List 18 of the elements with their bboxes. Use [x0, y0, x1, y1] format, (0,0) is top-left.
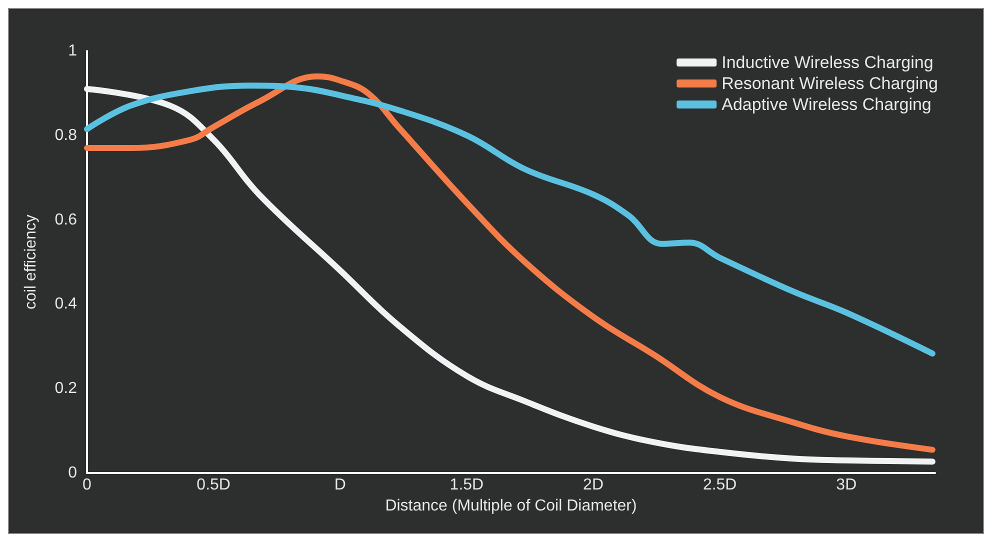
x-tick-label: 1.5D: [450, 476, 484, 494]
x-tick-label: 3D: [836, 476, 857, 494]
y-tick-label: 0.4: [54, 296, 78, 313]
legend-label: Inductive Wireless Charging: [722, 53, 934, 72]
x-tick-label: 0: [82, 476, 92, 494]
x-axis-title: Distance (Multiple of Coil Diameter): [385, 497, 637, 514]
y-tick-label: 1: [68, 42, 78, 60]
x-tick-label: 0.5D: [196, 476, 230, 494]
legend-label: Resonant Wireless Charging: [722, 74, 938, 93]
legend-label: Adaptive Wireless Charging: [722, 95, 932, 114]
y-axis-title: coil efficiency: [22, 214, 40, 310]
y-tick-label: 0.8: [54, 126, 78, 144]
x-tick-label: D: [334, 476, 346, 494]
x-tick-label: 2.5D: [702, 476, 737, 494]
x-tick-label: 2D: [583, 476, 604, 494]
y-tick-label: 0.6: [54, 211, 78, 228]
y-tick-label: 0: [68, 464, 78, 482]
y-tick-label: 0.2: [54, 380, 78, 398]
